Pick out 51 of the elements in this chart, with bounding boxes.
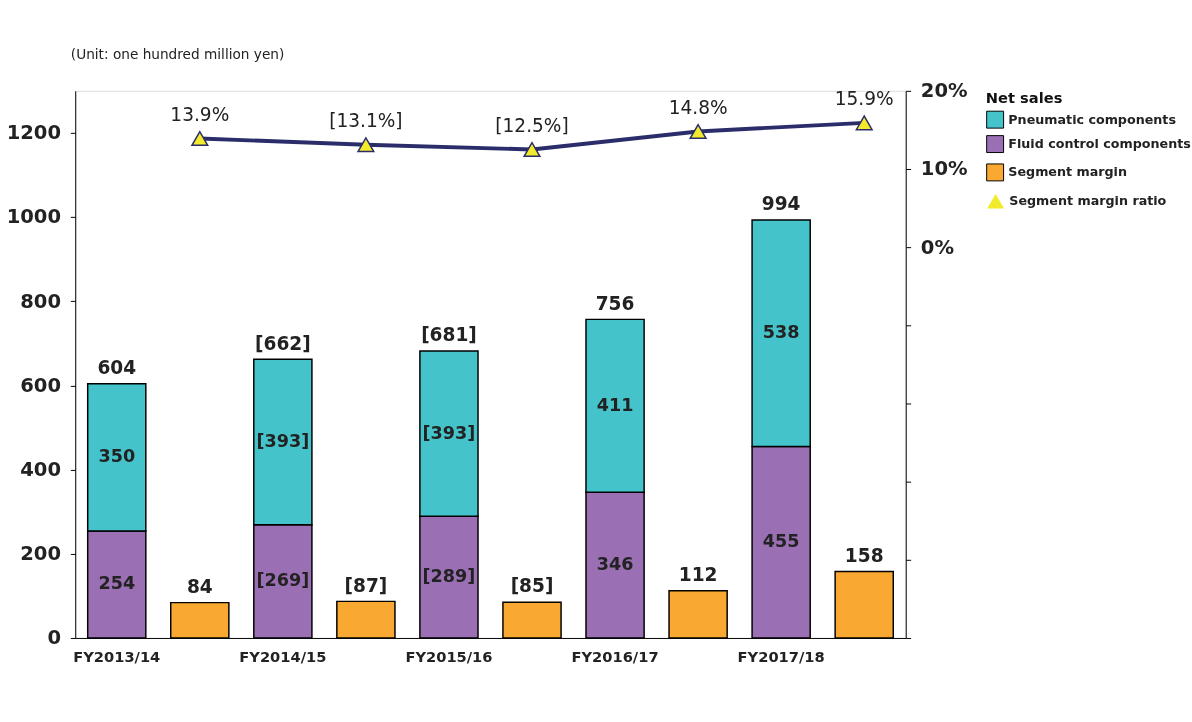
data-label: 158 (844, 544, 884, 566)
data-label: [289] (422, 566, 476, 587)
y2-tick-label: 0% (920, 235, 955, 259)
y-tick-label: 1200 (6, 121, 62, 145)
data-label: [12.5%] (495, 114, 569, 136)
y-tick-label: 400 (20, 457, 62, 481)
x-tick-label: FY2016/17 (571, 647, 659, 665)
y-tick-label: 200 (20, 542, 62, 566)
point (855, 115, 873, 131)
x-tick-label: FY2015/16 (405, 647, 493, 665)
data-label: 346 (596, 554, 634, 575)
total-label: 756 (595, 292, 635, 314)
data-label: 455 (762, 531, 800, 552)
total-label: [662] (255, 332, 311, 354)
total-label: 604 (97, 356, 137, 378)
y2-tick-label: 10% (920, 157, 968, 181)
point (191, 130, 209, 147)
y-tick-label: 600 (20, 373, 62, 397)
point (689, 123, 707, 140)
data-label: 84 (186, 575, 213, 597)
data-label: [85] (510, 575, 554, 597)
legend-label: Fluid control components (1008, 135, 1191, 151)
data-label: [13.1%] (329, 110, 403, 132)
x-tick-label: FY2013/14 (73, 647, 161, 665)
data-label: 13.9% (170, 103, 230, 125)
x-tick-label: FY2017/18 (737, 647, 825, 665)
data-label: 254 (98, 573, 136, 594)
data-label: 112 (678, 564, 718, 586)
x-tick-label: FY2014/15 (239, 647, 327, 665)
legend-label: Pneumatic components (1008, 111, 1176, 127)
y-tick-label: 1000 (6, 205, 62, 229)
data-label: [393] (422, 422, 476, 443)
data-label: 14.8% (668, 96, 728, 118)
point (357, 137, 375, 153)
total-label: 994 (761, 193, 801, 215)
y-tick-label: 800 (20, 289, 62, 313)
legend-label: Segment margin (1008, 164, 1127, 180)
data-label: 411 (596, 394, 634, 415)
y-tick-label: 0 (47, 626, 62, 650)
data-label: [269] (256, 570, 310, 591)
y2-tick-label: 20% (920, 79, 968, 103)
data-label: 538 (762, 322, 800, 343)
legend-title: Net sales (985, 88, 1063, 106)
total-label: [681] (421, 324, 477, 346)
data-label: [87] (344, 574, 388, 596)
point (523, 141, 541, 158)
data-label: 350 (98, 446, 136, 467)
y-axis-title: (Unit: one hundred million yen) (70, 46, 285, 63)
data-label: 15.9% (834, 88, 894, 110)
legend-label: Segment margin ratio (1009, 193, 1167, 209)
data-label: [393] (256, 430, 310, 451)
